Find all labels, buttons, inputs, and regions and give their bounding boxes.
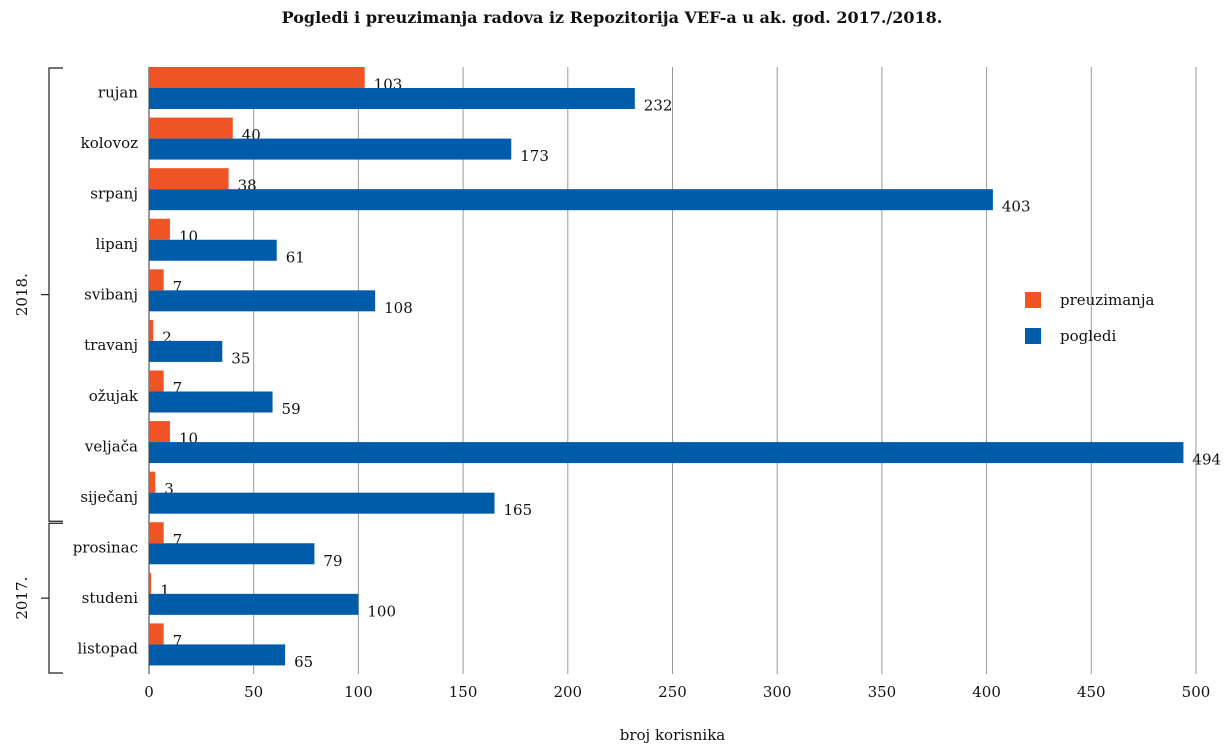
value-label-preuzimanja: 7: [173, 531, 183, 549]
x-tick-label: 100: [344, 683, 373, 701]
category-label: srpanj: [90, 184, 138, 202]
value-label-pogledi: 173: [520, 147, 549, 165]
bar-preuzimanja: [149, 572, 152, 594]
bar-pogledi: [149, 239, 277, 261]
bar-pogledi: [149, 340, 223, 362]
bar-preuzimanja: [149, 421, 170, 443]
bar-pogledi: [149, 543, 315, 565]
value-label-preuzimanja: 1: [160, 581, 170, 599]
value-label-pogledi: 61: [286, 248, 305, 266]
bar-preuzimanja: [149, 269, 164, 291]
value-label-preuzimanja: 7: [173, 632, 183, 650]
bar-preuzimanja: [149, 471, 156, 493]
category-label: prosinac: [73, 539, 138, 557]
category-label: rujan: [98, 83, 138, 101]
category-label: studeni: [82, 589, 139, 607]
bar-pogledi: [149, 593, 359, 615]
category-label: svibanj: [84, 286, 138, 304]
legend-label: pogledi: [1060, 327, 1117, 345]
bar-pogledi: [149, 138, 512, 160]
category-label: travanj: [84, 336, 138, 354]
legend-label: preuzimanja: [1060, 291, 1154, 309]
bar-preuzimanja: [149, 623, 164, 645]
group-label: 2018.: [13, 273, 31, 316]
bar-preuzimanja: [149, 67, 365, 88]
value-label-pogledi: 65: [294, 653, 313, 671]
x-tick-label: 200: [553, 683, 582, 701]
legend-swatch: [1025, 292, 1041, 308]
x-tick-label: 350: [868, 683, 897, 701]
bar-pogledi: [149, 391, 273, 413]
value-label-preuzimanja: 7: [173, 379, 183, 397]
group-bracket: [48, 522, 63, 674]
group-bracket: [48, 67, 63, 522]
value-label-pogledi: 35: [231, 349, 250, 367]
category-label: listopad: [78, 640, 139, 658]
bar-preuzimanja: [149, 522, 164, 544]
value-label-pogledi: 108: [384, 299, 413, 317]
x-tick-label: 0: [144, 683, 154, 701]
x-tick-label: 500: [1182, 683, 1211, 701]
category-label: kolovoz: [81, 134, 138, 152]
category-label: lipanj: [96, 235, 138, 253]
bar-preuzimanja: [149, 117, 233, 139]
legend-swatch: [1025, 328, 1041, 344]
category-label: siječanj: [80, 488, 138, 506]
category-label: ožujak: [89, 387, 139, 405]
bar-pogledi: [149, 290, 376, 312]
x-axis-title: broj korisnika: [620, 726, 726, 744]
x-tick-label: 150: [449, 683, 478, 701]
value-label-preuzimanja: 2: [162, 328, 172, 346]
chart-title: Pogledi i preuzimanja radova iz Repozito…: [281, 8, 943, 27]
value-label-pogledi: 100: [367, 602, 396, 620]
bar-preuzimanja: [149, 168, 229, 190]
group-label: 2017.: [13, 577, 31, 620]
bar-pogledi: [149, 442, 1184, 464]
x-tick-label: 50: [244, 683, 263, 701]
value-label-pogledi: 403: [1002, 198, 1031, 216]
category-label: veljača: [84, 437, 138, 455]
value-label-preuzimanja: 7: [173, 278, 183, 296]
bar-preuzimanja: [149, 218, 170, 240]
value-label-pogledi: 494: [1192, 451, 1221, 469]
bar-pogledi: [149, 88, 635, 109]
value-label-pogledi: 165: [504, 501, 533, 519]
bar-preuzimanja: [149, 370, 164, 392]
bar-pogledi: [149, 644, 286, 666]
bar-pogledi: [149, 189, 993, 211]
x-tick-label: 400: [972, 683, 1001, 701]
value-label-preuzimanja: 3: [164, 480, 174, 498]
value-label-pogledi: 79: [323, 552, 342, 570]
bar-preuzimanja: [149, 319, 154, 341]
x-tick-label: 300: [763, 683, 792, 701]
x-tick-label: 450: [1077, 683, 1106, 701]
x-tick-label: 250: [658, 683, 687, 701]
value-label-pogledi: 59: [282, 400, 301, 418]
value-label-pogledi: 232: [644, 97, 673, 115]
bar-pogledi: [149, 492, 495, 514]
